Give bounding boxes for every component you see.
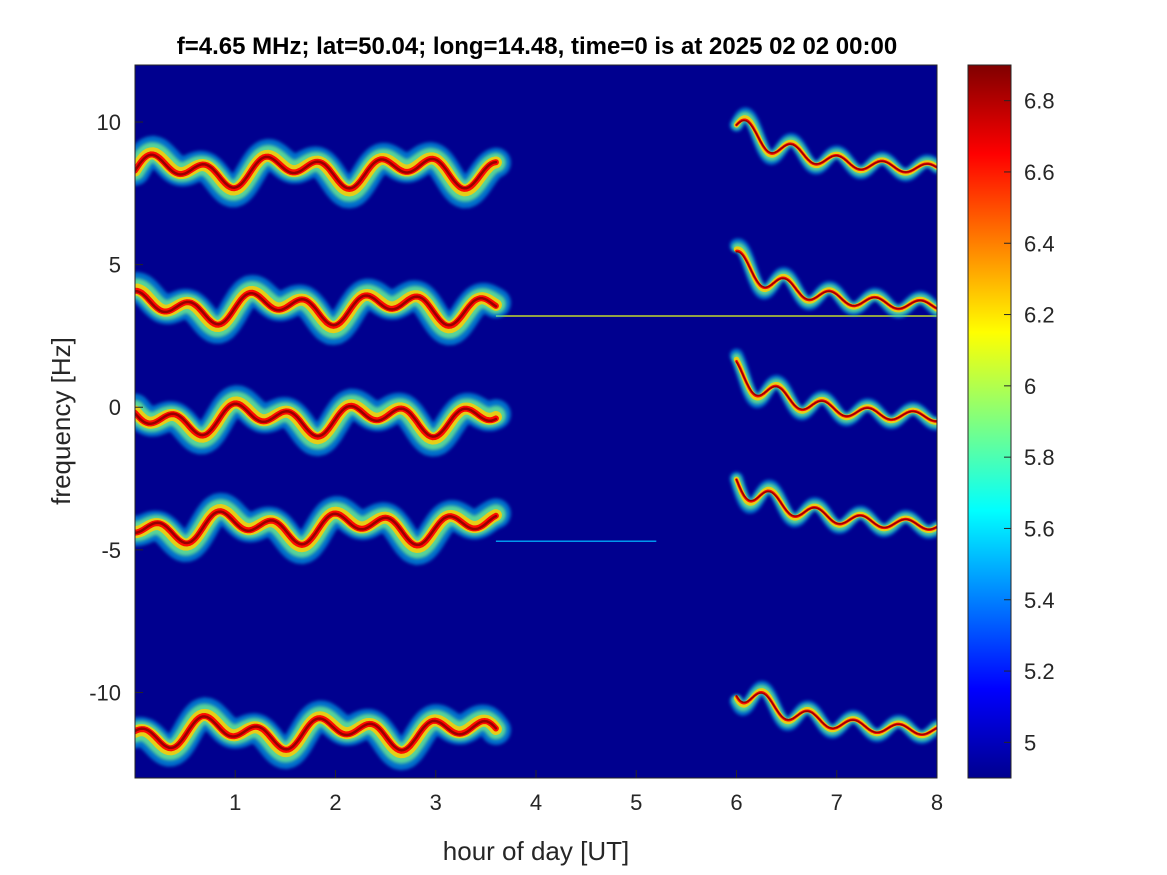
colorbar-tick-label: 5.4 xyxy=(1024,588,1055,613)
y-tick-label: -5 xyxy=(101,538,121,563)
band-trace xyxy=(735,361,937,422)
x-axis: 1 2 3 4 5 6 7 8 xyxy=(229,770,943,815)
colorbar-tick-label: 6.2 xyxy=(1024,303,1055,328)
colorbar-tick-label: 6.8 xyxy=(1024,89,1055,114)
plot-area xyxy=(134,64,938,779)
band-trace xyxy=(735,119,937,173)
x-tick-label: 5 xyxy=(630,790,642,815)
chart-title: f=4.65 MHz; lat=50.04; long=14.48, time=… xyxy=(177,33,897,60)
x-tick-label: 7 xyxy=(831,790,843,815)
x-tick-label: 3 xyxy=(430,790,442,815)
x-tick-label: 4 xyxy=(530,790,542,815)
x-tick-label: 2 xyxy=(329,790,341,815)
band-trace xyxy=(735,250,937,310)
colorbar-ticks: 6.8 6.6 6.4 6.2 6 5.8 5.6 5.4 5.2 5 xyxy=(1004,89,1055,755)
band-trace xyxy=(135,715,498,752)
y-tick-label: -10 xyxy=(89,680,121,705)
colorbar-tick-label: 6 xyxy=(1024,374,1036,399)
colorbar-tick-label: 5 xyxy=(1024,730,1036,755)
colorbar-tick-label: 6.4 xyxy=(1024,231,1055,256)
colorbar-tick-label: 6.6 xyxy=(1024,160,1055,185)
band-trace xyxy=(135,153,498,190)
y-tick-label: 5 xyxy=(109,253,121,278)
colorbar-tick-label: 5.8 xyxy=(1024,445,1055,470)
band-trace xyxy=(735,478,937,531)
band-trace xyxy=(135,510,498,547)
colorbar-tick-label: 5.2 xyxy=(1024,659,1055,684)
y-tick-label: 0 xyxy=(109,395,121,420)
x-tick-label: 8 xyxy=(931,790,943,815)
band-trace xyxy=(135,402,498,438)
heatmap-layer xyxy=(135,107,937,771)
x-tick-label: 1 xyxy=(229,790,241,815)
x-tick-label: 6 xyxy=(730,790,742,815)
colorbar: 6.8 6.6 6.4 6.2 6 5.8 5.6 5.4 5.2 5 xyxy=(967,64,1055,779)
colorbar-gradient xyxy=(967,64,1012,779)
y-axis-label: frequency [Hz] xyxy=(46,337,76,505)
y-tick-label: 10 xyxy=(97,110,121,135)
band-trace xyxy=(135,290,498,327)
band-trace xyxy=(735,692,937,736)
colorbar-tick-label: 5.6 xyxy=(1024,516,1055,541)
y-axis: 10 5 0 -5 -10 xyxy=(89,110,143,705)
x-axis-label: hour of day [UT] xyxy=(443,836,629,866)
